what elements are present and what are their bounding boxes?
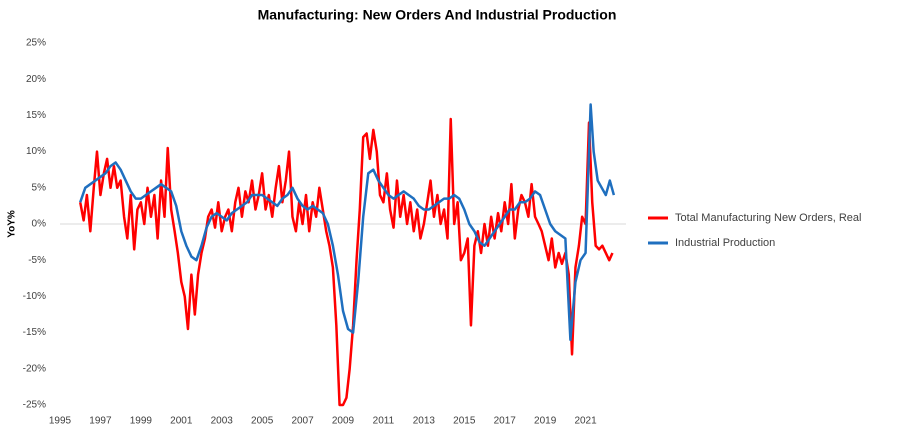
y-tick-label: -15% (23, 327, 46, 338)
y-tick-label: 5% (32, 182, 47, 193)
y-tick-label: 20% (26, 74, 46, 85)
x-tick-label: 2009 (332, 416, 355, 427)
y-tick-label: -20% (23, 363, 46, 374)
x-tick-label: 2003 (211, 416, 234, 427)
y-tick-label: 15% (26, 110, 46, 121)
series-line (79, 103, 616, 342)
series-line (78, 117, 614, 407)
y-tick-label: -25% (23, 400, 46, 411)
x-tick-label: 2013 (413, 416, 436, 427)
x-tick-label: 2001 (170, 416, 193, 427)
legend-label: Total Manufacturing New Orders, Real (675, 212, 861, 224)
y-tick-label: -5% (28, 255, 46, 266)
chart-title: Manufacturing: New Orders And Industrial… (258, 7, 617, 23)
y-tick-label: 0% (32, 219, 47, 230)
x-tick-label: 2015 (453, 416, 476, 427)
y-tick-label: -10% (23, 291, 46, 302)
x-tick-label: 2007 (291, 416, 314, 427)
legend-label: Industrial Production (675, 237, 775, 249)
x-tick-label: 1999 (130, 416, 153, 427)
y-tick-label: 10% (26, 146, 46, 157)
x-tick-label: 2005 (251, 416, 274, 427)
x-tick-label: 2017 (494, 416, 517, 427)
x-tick-label: 2011 (373, 416, 395, 427)
x-tick-label: 2019 (534, 416, 557, 427)
x-tick-label: 2021 (574, 416, 597, 427)
y-axis-label: YoY% (7, 210, 18, 238)
x-tick-label: 1995 (49, 416, 72, 427)
x-tick-label: 1997 (89, 416, 112, 427)
y-tick-label: 25% (26, 38, 46, 49)
